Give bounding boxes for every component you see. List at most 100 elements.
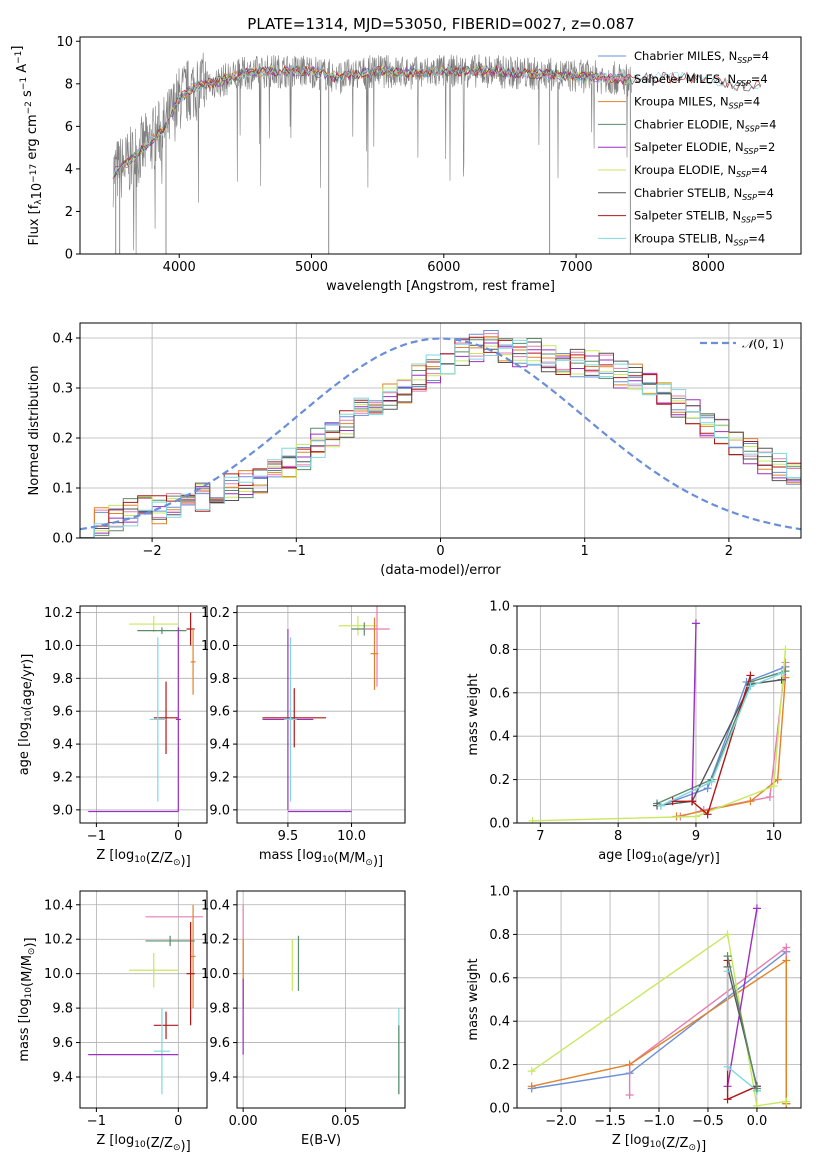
y-tick-label: 10.4 xyxy=(44,898,73,913)
x-axis-label: age [log10(age/yr)] xyxy=(598,848,720,866)
weight-point-marker xyxy=(688,797,697,806)
axes-frame xyxy=(516,605,802,824)
weight-series-line xyxy=(726,955,758,1089)
x-axis-label: Z [log10(Z/Z⊙)] xyxy=(612,1133,706,1154)
y-tick-label: 10.4 xyxy=(201,898,230,913)
weight-point-marker xyxy=(723,952,732,961)
x-tick-label: −1 xyxy=(87,1114,106,1129)
model-fit-line xyxy=(112,65,631,179)
y-tick-label: 10.0 xyxy=(44,639,73,654)
axes-frame xyxy=(79,605,208,824)
legend-entry: Kroupa STELIB, NSSP=4 xyxy=(634,231,765,247)
y-tick-label: 0.2 xyxy=(489,773,510,788)
y-tick-label: 9.4 xyxy=(209,738,230,753)
weight-point-marker xyxy=(782,943,791,952)
y-axis-label: Normed distribution xyxy=(27,366,42,496)
error-bar-point xyxy=(137,627,187,634)
panel-age_vs_mass: 9.5 10.0 9.0 9.2 9.4 9.6 9.8 10.0 10.2 mass [log1… xyxy=(201,605,406,869)
plot-area xyxy=(528,619,790,823)
legend-entry: Salpeter MILES, NSSP=4 xyxy=(634,72,768,88)
weight-point-marker xyxy=(723,967,732,976)
weight-series xyxy=(528,645,790,823)
legend-entry: Chabrier MILES, NSSP=4 xyxy=(634,49,769,65)
y-tick-label: 10.2 xyxy=(44,606,73,621)
weight-point-marker xyxy=(723,930,732,939)
y-tick-label: 9.4 xyxy=(209,1071,230,1086)
x-tick-label: 0 xyxy=(174,829,182,844)
weight-point-marker xyxy=(781,645,790,654)
plot-area xyxy=(242,904,400,1095)
plot-area xyxy=(112,52,762,254)
y-tick-label: 0.4 xyxy=(489,1015,510,1030)
residual-legend: 𝒩(0, 1) xyxy=(700,337,784,351)
error-bar-point xyxy=(129,953,179,988)
y-tick-label: 0.6 xyxy=(489,686,510,701)
x-tick-label: −1 xyxy=(287,544,306,559)
y-axis-label: mass weight xyxy=(466,673,481,755)
y-tick-label: 0 xyxy=(65,248,73,263)
x-tick-label: 0 xyxy=(436,544,444,559)
residual-histogram-step xyxy=(80,342,801,538)
axes-frame xyxy=(236,605,406,824)
y-tick-label: 9.6 xyxy=(209,1036,230,1051)
observed-spectrum-line xyxy=(112,52,632,254)
weight-point-marker xyxy=(528,816,537,823)
x-tick-label: 8000 xyxy=(692,260,725,275)
weight-point-marker xyxy=(777,669,786,678)
y-axis-label: mass weight xyxy=(466,958,481,1040)
spectrum-legend: Chabrier MILES, NSSP=4 Salpeter MILES, NS… xyxy=(598,49,776,247)
y-axis-label: Flux [fλ10−17 erg cm−2 s−1 A−1] xyxy=(10,46,45,246)
residual-histogram-step xyxy=(80,341,801,538)
error-bar-point xyxy=(129,615,179,633)
panel-mass_vs_Z: −1 0 9.4 9.6 9.8 10.0 10.2 10.4 Z [log10(Z/Z⊙)] m… xyxy=(17,890,208,1154)
y-tick-label: 6 xyxy=(65,120,73,135)
x-axis-label: mass [log10(M/M⊙)] xyxy=(259,848,383,869)
error-bar-point xyxy=(262,688,327,748)
plot-area xyxy=(80,330,801,538)
y-tick-label: 9.2 xyxy=(52,770,73,785)
y-tick-label: 0.4 xyxy=(52,332,73,347)
x-tick-label: 0.00 xyxy=(229,1114,258,1129)
y-tick-label: 0.0 xyxy=(489,817,510,832)
x-tick-label: 5000 xyxy=(295,260,328,275)
residual-histogram-step xyxy=(80,339,801,538)
weight-series xyxy=(656,669,786,810)
residual-histogram-step xyxy=(80,330,801,538)
weight-point-marker xyxy=(746,671,755,680)
axes-frame xyxy=(236,890,406,1109)
x-tick-label: 6000 xyxy=(427,260,460,275)
y-tick-label: 10.0 xyxy=(201,639,230,654)
legend-entry: Kroupa ELODIE, NSSP=4 xyxy=(634,163,768,179)
normal-reference-curve xyxy=(80,337,801,531)
weight-series-line xyxy=(672,675,752,816)
panel-residuals: −2 −1 0 1 2 0.0 0.1 0.2 0.3 0.4 (data-model)/error… xyxy=(27,322,802,578)
y-tick-label: 10.2 xyxy=(201,606,230,621)
x-tick-label: 1 xyxy=(581,544,589,559)
residual-histogram-step xyxy=(80,345,801,538)
legend-entry: 𝒩(0, 1) xyxy=(742,337,784,351)
x-tick-label: 0.05 xyxy=(331,1114,360,1129)
panel-mass_vs_EBV: 0.00 0.05 9.4 9.6 9.8 10.0 10.2 10.4 E(B-V) xyxy=(201,890,406,1148)
figure-title: PLATE=1314, MJD=53050, FIBERID=0027, z=0… xyxy=(247,15,634,33)
y-tick-label: 9.8 xyxy=(52,672,73,687)
y-tick-label: 1.0 xyxy=(489,600,510,615)
weight-series-line xyxy=(691,623,697,802)
x-tick-label: −2.0 xyxy=(545,1114,577,1129)
x-axis-label: Z [log10(Z/Z⊙)] xyxy=(96,848,190,869)
x-tick-label: −0.5 xyxy=(692,1114,724,1129)
error-bar-point xyxy=(153,1008,171,1095)
weight-series-line xyxy=(660,672,782,807)
y-tick-label: 10.0 xyxy=(44,967,73,982)
y-tick-label: 0.8 xyxy=(489,928,510,943)
x-tick-label: 0.0 xyxy=(747,1114,768,1129)
weight-series-line xyxy=(532,649,787,822)
x-tick-label: −1 xyxy=(87,829,106,844)
error-bar-point xyxy=(190,904,196,1009)
legend-entry: Kroupa MILES, NSSP=4 xyxy=(634,95,760,111)
weight-series-line xyxy=(660,666,786,807)
weight-series xyxy=(672,673,790,821)
error-bar-point xyxy=(186,922,195,1026)
plot-area xyxy=(88,904,203,1095)
weight-point-marker xyxy=(746,682,755,691)
